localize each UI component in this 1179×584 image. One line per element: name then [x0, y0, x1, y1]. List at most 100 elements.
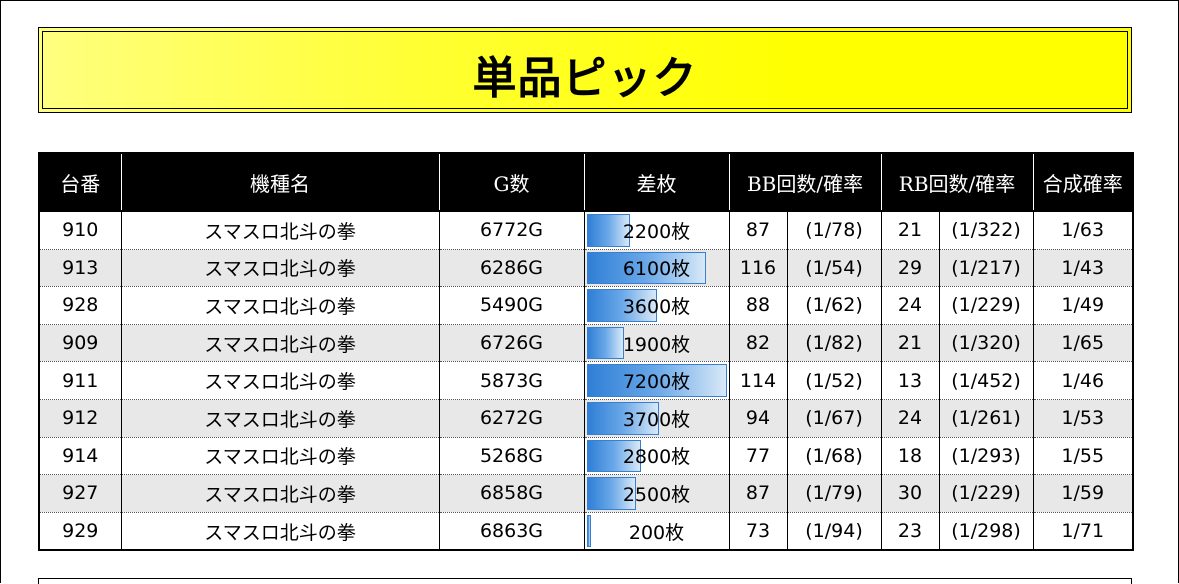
machine-number-cell: 928: [39, 286, 122, 325]
game-count-cell: 6863G: [439, 512, 585, 551]
rb-rate-cell: (1/261): [939, 399, 1034, 438]
diff-value: 2200枚: [622, 220, 691, 243]
diff-cell: 1900枚: [584, 324, 730, 363]
diff-bar: [586, 289, 657, 322]
rb-rate-cell: (1/452): [939, 361, 1034, 400]
model-name-cell: スマスロ北斗の拳: [121, 249, 440, 288]
machine-number-cell: 913: [39, 249, 122, 288]
combined-rate-cell: 1/43: [1033, 249, 1134, 288]
rb-count-cell: 24: [881, 286, 940, 325]
rb-count-cell: 21: [881, 324, 940, 363]
rb-rate-cell: (1/320): [939, 324, 1034, 363]
model-name-cell: スマスロ北斗の拳: [121, 437, 440, 476]
page-title: 単品ピック: [472, 53, 698, 104]
rb-count-cell: 21: [881, 211, 940, 250]
rb-rate-cell: (1/322): [939, 211, 1034, 250]
bb-rate-cell: (1/79): [787, 474, 882, 513]
machine-number-cell: 911: [39, 361, 122, 400]
bb-count-cell: 94: [729, 399, 788, 438]
game-count-cell: 6726G: [439, 324, 585, 363]
diff-bar: [586, 514, 591, 548]
title-banner: 単品ピック: [38, 27, 1132, 113]
diff-cell: 3600枚: [584, 286, 730, 325]
model-name-cell: スマスロ北斗の拳: [121, 361, 440, 400]
header-bb: BB回数/確率: [729, 153, 882, 212]
model-name-cell: スマスロ北斗の拳: [121, 474, 440, 513]
bb-rate-cell: (1/68): [787, 437, 882, 476]
machine-number-cell: 912: [39, 399, 122, 438]
combined-rate-cell: 1/59: [1033, 474, 1134, 513]
diff-value: 6100枚: [622, 258, 691, 281]
table-row: 912 スマスロ北斗の拳 6272G 3700枚 94 (1/67) 24 (1/261) 1/…: [39, 399, 1134, 438]
game-count-cell: 6286G: [439, 249, 585, 288]
header-machine-no: 台番: [39, 153, 122, 212]
diff-cell: 3700枚: [584, 399, 730, 438]
table-row: 913 スマスロ北斗の拳 6286G 6100枚 116 (1/54) 29 (1/217) 1…: [39, 249, 1134, 288]
next-section-edge: [38, 578, 1132, 584]
diff-value: 3600枚: [622, 295, 691, 318]
rb-rate-cell: (1/217): [939, 249, 1034, 288]
game-count-cell: 6772G: [439, 211, 585, 250]
game-count-cell: 6858G: [439, 474, 585, 513]
rb-count-cell: 30: [881, 474, 940, 513]
bb-rate-cell: (1/78): [787, 211, 882, 250]
model-name-cell: スマスロ北斗の拳: [121, 286, 440, 325]
rb-rate-cell: (1/229): [939, 286, 1034, 325]
table-row: 914 スマスロ北斗の拳 5268G 2800枚 77 (1/68) 18 (1/293) 1/…: [39, 437, 1134, 476]
header-rb: RB回数/確率: [881, 153, 1034, 212]
combined-rate-cell: 1/63: [1033, 211, 1134, 250]
combined-rate-cell: 1/49: [1033, 286, 1134, 325]
diff-value: 200枚: [628, 521, 685, 544]
header-games: G数: [439, 153, 585, 212]
diff-cell: 2800枚: [584, 437, 730, 476]
combined-rate-cell: 1/46: [1033, 361, 1134, 400]
table-row: 910 スマスロ北斗の拳 6772G 2200枚 87 (1/78) 21 (1/322) 1/…: [39, 211, 1134, 250]
header-combined: 合成確率: [1033, 153, 1134, 212]
rb-count-cell: 18: [881, 437, 940, 476]
diff-cell: 200枚: [584, 512, 730, 551]
diff-bar: [586, 439, 641, 473]
bb-rate-cell: (1/54): [787, 249, 882, 288]
bb-count-cell: 114: [729, 361, 788, 400]
combined-rate-cell: 1/55: [1033, 437, 1134, 476]
game-count-cell: 5873G: [439, 361, 585, 400]
rb-rate-cell: (1/298): [939, 512, 1034, 551]
rb-rate-cell: (1/293): [939, 437, 1034, 476]
diff-bar: [586, 326, 624, 360]
diff-cell: 2200枚: [584, 211, 730, 250]
rb-rate-cell: (1/229): [939, 474, 1034, 513]
bb-rate-cell: (1/82): [787, 324, 882, 363]
header-row: 台番 機種名 G数 差枚 BB回数/確率 RB回数/確率 合成確率: [39, 153, 1134, 212]
bb-count-cell: 77: [729, 437, 788, 476]
game-count-cell: 5490G: [439, 286, 585, 325]
bb-count-cell: 73: [729, 512, 788, 551]
diff-value: 3700枚: [622, 408, 691, 431]
table-row: 929 スマスロ北斗の拳 6863G 200枚 73 (1/94) 23 (1/298) 1/7…: [39, 512, 1134, 551]
diff-cell: 6100枚: [584, 249, 730, 288]
bb-rate-cell: (1/52): [787, 361, 882, 400]
combined-rate-cell: 1/71: [1033, 512, 1134, 551]
machine-number-cell: 927: [39, 474, 122, 513]
model-name-cell: スマスロ北斗の拳: [121, 512, 440, 551]
bb-count-cell: 116: [729, 249, 788, 288]
bb-rate-cell: (1/94): [787, 512, 882, 551]
header-model: 機種名: [121, 153, 440, 212]
diff-bar: [586, 251, 706, 285]
diff-bar: [586, 477, 636, 510]
diff-value: 2500枚: [622, 483, 691, 506]
diff-bar: [586, 214, 630, 247]
bb-rate-cell: (1/67): [787, 399, 882, 438]
bb-count-cell: 87: [729, 211, 788, 250]
bb-rate-cell: (1/62): [787, 286, 882, 325]
bb-count-cell: 88: [729, 286, 788, 325]
model-name-cell: スマスロ北斗の拳: [121, 399, 440, 438]
game-count-cell: 6272G: [439, 399, 585, 438]
combined-rate-cell: 1/65: [1033, 324, 1134, 363]
machine-table: 台番 機種名 G数 差枚 BB回数/確率 RB回数/確率 合成確率 910 スマス…: [38, 152, 1135, 552]
bb-count-cell: 82: [729, 324, 788, 363]
machine-number-cell: 910: [39, 211, 122, 250]
game-count-cell: 5268G: [439, 437, 585, 476]
rb-count-cell: 23: [881, 512, 940, 551]
machine-number-cell: 909: [39, 324, 122, 363]
diff-value: 1900枚: [622, 333, 691, 356]
